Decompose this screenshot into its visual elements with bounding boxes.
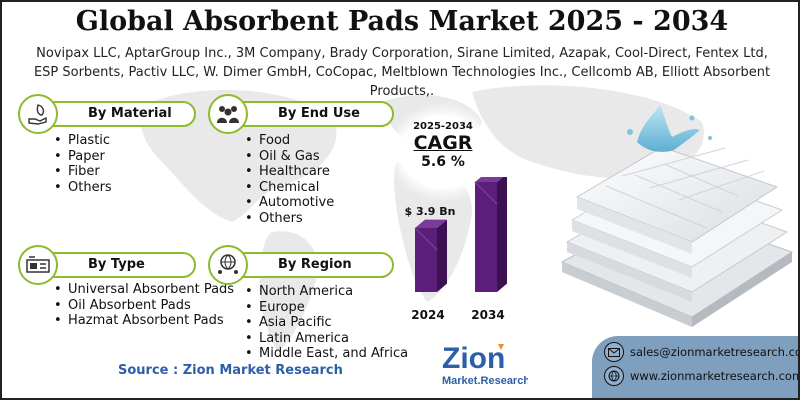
x-tick-label: 2034 xyxy=(471,308,504,322)
list-item: Others xyxy=(245,211,334,227)
list-item: Middle East, and Africa xyxy=(245,346,408,362)
people-group-icon xyxy=(208,94,248,134)
bar-top-2034 xyxy=(475,177,504,182)
email-row: sales@zionmarketresearch.com xyxy=(604,342,800,362)
segment-region-list: North America Europe Asia Pacific Latin … xyxy=(245,284,408,362)
email-icon xyxy=(604,342,624,362)
list-item: Oil Absorbent Pads xyxy=(54,298,234,314)
contact-panel: sales@zionmarketresearch.com www.zionmar… xyxy=(592,336,800,398)
svg-text:Market.Research.: Market.Research. xyxy=(442,375,528,387)
chart-title: Global Absorbent Pads Market 2025 - 2034 xyxy=(75,6,729,37)
segment-region-header: By Region xyxy=(208,245,408,285)
bar-top-2024 xyxy=(415,219,447,228)
globe-icon xyxy=(604,366,624,386)
list-item: Automotive xyxy=(245,195,334,211)
list-item: Others xyxy=(54,180,112,196)
segment-end-use-header: By End Use xyxy=(208,94,408,134)
email-link[interactable]: sales@zionmarketresearch.com xyxy=(630,345,800,359)
x-tick-label: 2024 xyxy=(411,308,444,322)
cagr-label: CAGR xyxy=(413,132,473,154)
zion-logo: Zion Market.Research. xyxy=(442,342,528,387)
list-item: Universal Absorbent Pads xyxy=(54,282,234,298)
list-item: Paper xyxy=(54,149,112,165)
svg-text:Zion: Zion xyxy=(442,342,505,375)
bar-value-label: $ 3.9 Bn xyxy=(404,205,455,218)
bar-2034 xyxy=(475,182,497,292)
list-item: Fiber xyxy=(54,164,112,180)
list-item: Hazmat Absorbent Pads xyxy=(54,313,234,329)
source-text: Source : Zion Market Research xyxy=(118,363,343,378)
list-item: Asia Pacific xyxy=(245,315,408,331)
bar-highlight-2024 xyxy=(414,227,438,251)
globe-people-icon xyxy=(208,245,248,285)
list-item: Plastic xyxy=(54,133,112,149)
website-link[interactable]: www.zionmarketresearch.com xyxy=(630,369,800,383)
list-item: Latin America xyxy=(245,331,408,347)
list-item: North America xyxy=(245,284,408,300)
segment-end-use-list: Food Oil & Gas Healthcare Chemical Autom… xyxy=(245,133,334,226)
bar-highlight-2034 xyxy=(474,181,498,205)
bar-side-2024 xyxy=(437,219,447,292)
list-item: Europe xyxy=(245,300,408,316)
hand-leaf-icon xyxy=(18,94,58,134)
bar-2024 xyxy=(415,227,437,292)
list-item: Healthcare xyxy=(245,164,334,180)
website-row: www.zionmarketresearch.com xyxy=(604,366,800,386)
absorbent-pads-illustration xyxy=(560,104,794,327)
segment-region-title: By Region xyxy=(226,252,394,278)
segment-material-title: By Material xyxy=(36,101,196,127)
segment-type-list: Universal Absorbent Pads Oil Absorbent P… xyxy=(54,282,234,329)
segment-material-list: Plastic Paper Fiber Others xyxy=(54,133,112,195)
cagr-years: 2025-2034 xyxy=(413,121,473,132)
segment-material-header: By Material xyxy=(18,94,218,134)
cagr-badge: 2025-2034 CAGR 5.6 % xyxy=(400,115,486,189)
segment-end-use-title: By End Use xyxy=(226,101,394,127)
cagr-value: 5.6 % xyxy=(421,154,465,170)
key-players-text: Novipax LLC, AptarGroup Inc., 3M Company… xyxy=(33,46,771,99)
machine-icon xyxy=(18,245,58,285)
list-item: Chemical xyxy=(245,180,334,196)
bar-side-2034 xyxy=(497,177,507,292)
list-item: Food xyxy=(245,133,334,149)
segment-type-title: By Type xyxy=(36,252,196,278)
list-item: Oil & Gas xyxy=(245,149,334,165)
segment-type-header: By Type xyxy=(18,245,218,285)
